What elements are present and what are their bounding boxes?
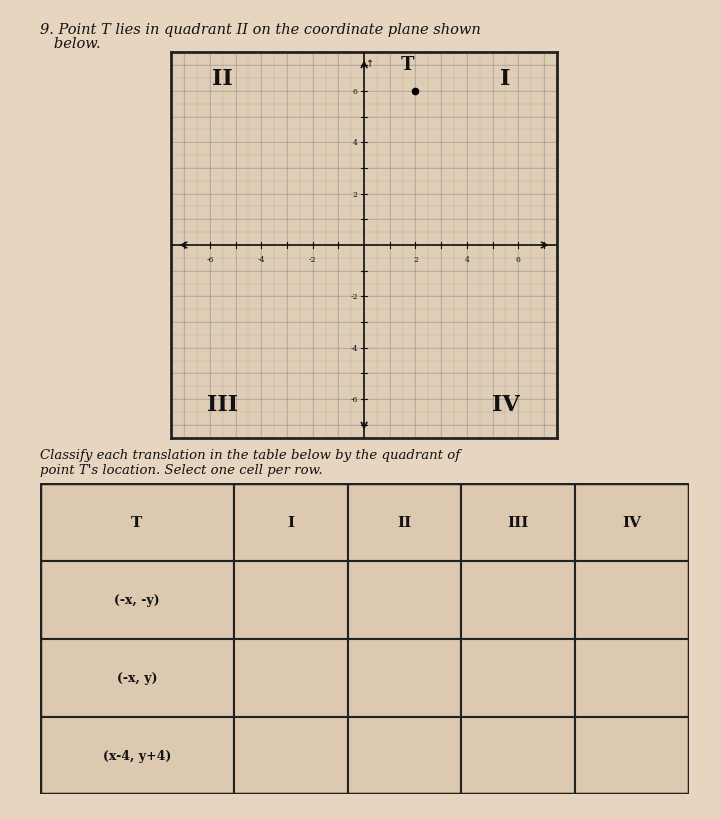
- Text: -2: -2: [350, 293, 358, 301]
- Text: II: II: [397, 515, 412, 529]
- Text: I: I: [500, 68, 510, 90]
- Text: II: II: [213, 68, 233, 90]
- Text: 9. Point T lies in quadrant II on the coordinate plane shown: 9. Point T lies in quadrant II on the co…: [40, 23, 480, 37]
- Bar: [234, 639, 348, 717]
- Text: -6: -6: [206, 256, 213, 264]
- Bar: [461, 717, 575, 794]
- Text: below.: below.: [40, 37, 100, 51]
- Bar: [575, 639, 689, 717]
- Text: III: III: [508, 515, 529, 529]
- Bar: [348, 639, 461, 717]
- Text: 2: 2: [353, 190, 358, 198]
- Text: (-x, y): (-x, y): [117, 672, 157, 684]
- Text: 6: 6: [516, 256, 521, 264]
- Bar: [234, 561, 348, 639]
- Bar: [40, 561, 234, 639]
- Text: I: I: [288, 515, 295, 529]
- Text: -4: -4: [257, 256, 265, 264]
- Bar: [40, 717, 234, 794]
- Bar: [40, 639, 234, 717]
- Bar: [575, 561, 689, 639]
- Text: 4: 4: [353, 139, 358, 147]
- Text: (x-4, y+4): (x-4, y+4): [103, 749, 171, 762]
- Text: -4: -4: [350, 344, 358, 352]
- Bar: [461, 483, 575, 561]
- Text: IV: IV: [622, 515, 641, 529]
- Text: -6: -6: [350, 396, 358, 404]
- Text: (-x, -y): (-x, -y): [114, 594, 160, 606]
- Text: T: T: [131, 515, 143, 529]
- Bar: [575, 483, 689, 561]
- Text: ↑: ↑: [366, 58, 375, 69]
- Text: -2: -2: [309, 256, 317, 264]
- Bar: [348, 561, 461, 639]
- Bar: [461, 639, 575, 717]
- Bar: [348, 717, 461, 794]
- Text: 4: 4: [464, 256, 469, 264]
- Bar: [234, 717, 348, 794]
- Bar: [461, 561, 575, 639]
- Text: IV: IV: [492, 394, 519, 416]
- Text: 2: 2: [413, 256, 418, 264]
- Text: T: T: [401, 56, 415, 74]
- Bar: [575, 717, 689, 794]
- Text: Classify each translation in the table below by the quadrant of: Classify each translation in the table b…: [40, 449, 460, 462]
- Bar: [348, 483, 461, 561]
- Text: 6: 6: [353, 88, 358, 96]
- Bar: [40, 483, 234, 561]
- Bar: [234, 483, 348, 561]
- Text: III: III: [207, 394, 239, 416]
- Text: point T's location. Select one cell per row.: point T's location. Select one cell per …: [40, 464, 322, 477]
